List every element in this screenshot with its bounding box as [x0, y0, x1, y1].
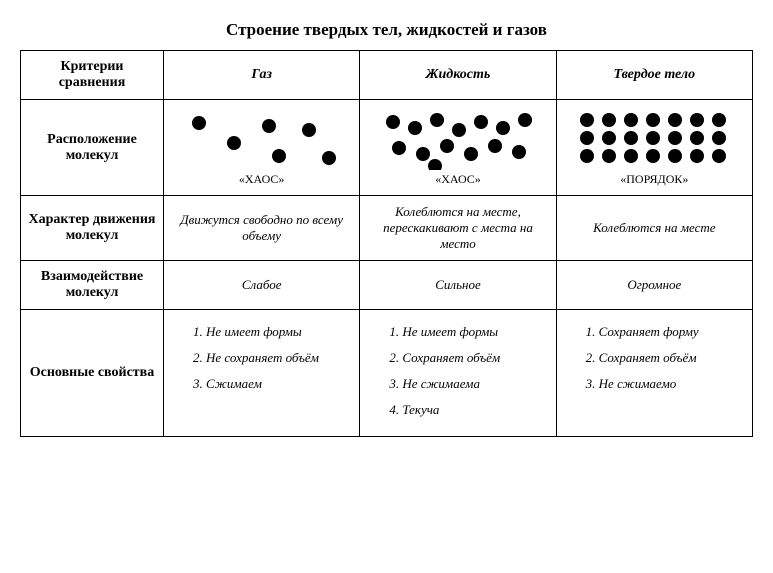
- row-motion-label: Характер движения молекул: [21, 196, 164, 261]
- cell-motion-solid: Колеблются на месте: [556, 196, 752, 261]
- molecules-liquid-icon: [375, 108, 540, 170]
- row-interaction-label: Взаимодействие молекул: [21, 261, 164, 310]
- row-arrangement-label: Расположение молекул: [21, 100, 164, 196]
- page-title: Строение твердых тел, жидкостей и газов: [20, 20, 753, 40]
- list-item: Сохраняет объём: [402, 350, 549, 366]
- row-interaction: Взаимодействие молекул Слабое Сильное Ог…: [21, 261, 753, 310]
- row-properties-label: Основные свойства: [21, 310, 164, 437]
- cell-properties-gas: Не имеет формы Не сохраняет объём Сжимаем: [164, 310, 360, 437]
- cell-motion-liquid: Колеблются на месте, перескакивают с мес…: [360, 196, 556, 261]
- cell-arrangement-solid: «ПОРЯДОК»: [556, 100, 752, 196]
- list-item: Не сжимаема: [402, 376, 549, 392]
- list-item: Не имеет формы: [206, 324, 353, 340]
- row-motion: Характер движения молекул Движутся свобо…: [21, 196, 753, 261]
- cell-properties-solid: Сохраняет форму Сохраняет объём Не сжимаем…: [556, 310, 752, 437]
- cell-interaction-liquid: Сильное: [360, 261, 556, 310]
- list-item: Не имеет формы: [402, 324, 549, 340]
- molecules-solid-icon: [572, 108, 737, 170]
- list-item: Сохраняет объём: [599, 350, 746, 366]
- header-row: Критерии сравнения Газ Жидкость Твердое …: [21, 51, 753, 100]
- row-properties: Основные свойства Не имеет формы Не сохра…: [21, 310, 753, 437]
- header-criteria: Критерии сравнения: [21, 51, 164, 100]
- arrangement-liquid-label: «ХАОС»: [366, 172, 549, 187]
- cell-interaction-gas: Слабое: [164, 261, 360, 310]
- header-gas: Газ: [164, 51, 360, 100]
- row-arrangement: Расположение молекул «ХАОС» «ХАОС» «ПОРЯ…: [21, 100, 753, 196]
- list-item: Текуча: [402, 402, 549, 418]
- cell-arrangement-liquid: «ХАОС»: [360, 100, 556, 196]
- arrangement-solid-label: «ПОРЯДОК»: [563, 172, 746, 187]
- list-item: Сохраняет форму: [599, 324, 746, 340]
- cell-arrangement-gas: «ХАОС»: [164, 100, 360, 196]
- cell-properties-liquid: Не имеет формы Сохраняет объём Не сжимаема…: [360, 310, 556, 437]
- cell-interaction-solid: Огромное: [556, 261, 752, 310]
- arrangement-gas-label: «ХАОС»: [170, 172, 353, 187]
- list-item: Не сохраняет объём: [206, 350, 353, 366]
- molecules-gas-icon: [179, 108, 344, 170]
- cell-motion-gas: Движутся свободно по всему объему: [164, 196, 360, 261]
- list-item: Сжимаем: [206, 376, 353, 392]
- header-solid: Твердое тело: [556, 51, 752, 100]
- list-item: Не сжимаемо: [599, 376, 746, 392]
- comparison-table: Критерии сравнения Газ Жидкость Твердое …: [20, 50, 753, 437]
- header-liquid: Жидкость: [360, 51, 556, 100]
